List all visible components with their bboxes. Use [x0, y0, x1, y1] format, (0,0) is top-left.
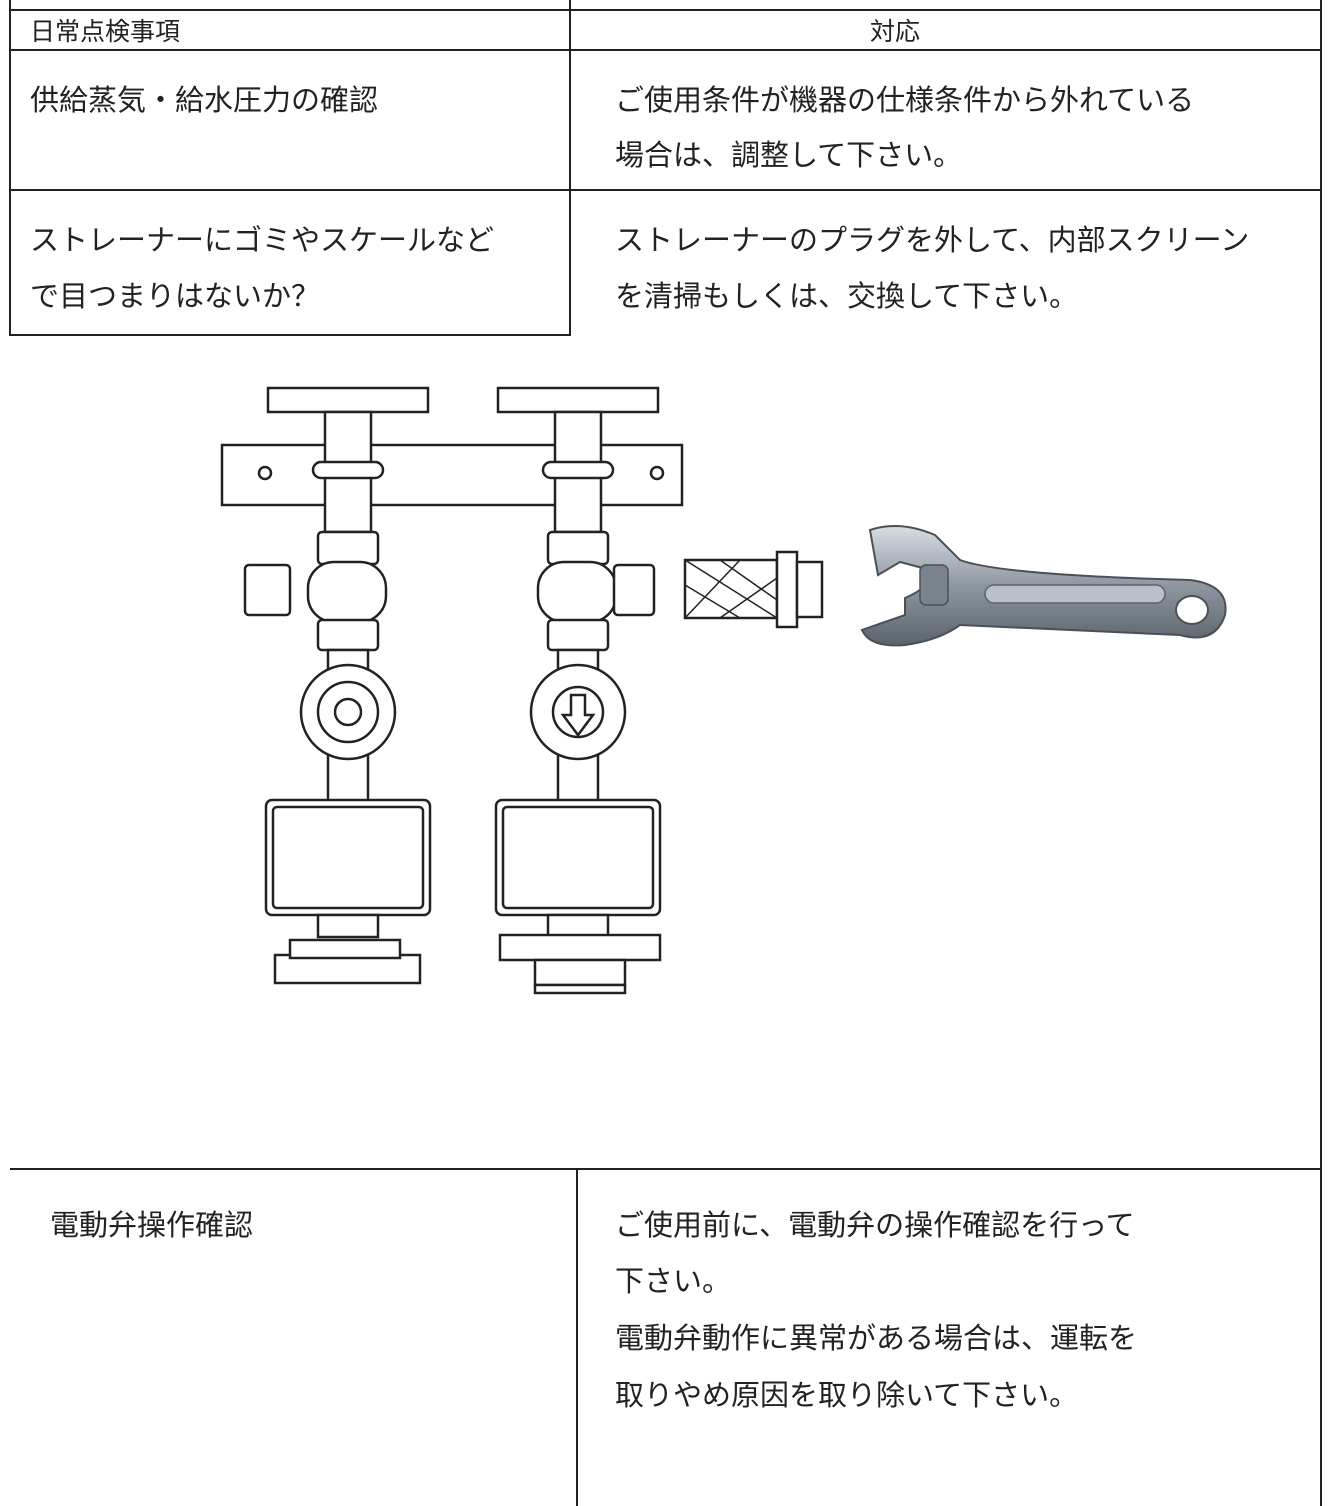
drawing-shape — [533, 958, 627, 987]
drawing-shape — [257, 465, 273, 481]
item-text: 供給蒸気・給水圧力の確認 — [30, 83, 379, 117]
action-text: 取りやめ原因を取り除いて下さい。 — [615, 1378, 1079, 1412]
action-text: 下さい。 — [615, 1264, 732, 1298]
strainer-screen — [683, 550, 824, 629]
rule — [10, 1168, 1322, 1170]
drawing-shape — [533, 983, 627, 995]
drawing-shape — [984, 584, 1166, 604]
header-cell: 対応 — [870, 17, 921, 46]
action-text: を清掃もしくは、交換して下さい。 — [615, 279, 1079, 313]
rule — [10, 334, 570, 336]
item-text: 電動弁操作確認 — [50, 1208, 254, 1242]
valve-parts — [243, 563, 662, 995]
item-text: ストレーナーにゴミやスケールなど — [30, 223, 495, 257]
drawing-shape — [612, 563, 656, 617]
drawing-shape — [775, 550, 799, 629]
rule — [576, 1170, 578, 1506]
drawing-shape — [243, 563, 292, 617]
action-text: 場合は、調整して下さい。 — [615, 138, 963, 172]
wrench — [860, 525, 1227, 647]
drawing-shape — [649, 465, 665, 481]
bracket — [220, 443, 684, 507]
action-text: ストレーナーのプラグを外して、内部スクリーン — [615, 223, 1250, 257]
drawing-shape — [795, 560, 824, 619]
rule — [10, 189, 1322, 191]
action-text: ご使用前に、電動弁の操作確認を行って — [615, 1208, 1135, 1242]
rule — [1320, 0, 1322, 1506]
drawing-shape — [919, 564, 949, 606]
drawing-shape — [273, 953, 422, 985]
drawing-shape — [560, 693, 596, 738]
drawing-shape — [333, 697, 363, 727]
rule — [10, 9, 1322, 11]
item-text: で目つまりはないか？ — [30, 279, 321, 313]
rule — [9, 0, 11, 336]
rule — [569, 0, 571, 336]
drawing-shape — [220, 443, 684, 507]
drawing-shape — [1175, 595, 1209, 625]
action-text: ご使用条件が機器の仕様条件から外れている — [615, 83, 1195, 117]
action-text: 電動弁動作に異常がある場合は、運転を — [615, 1321, 1138, 1355]
rule — [10, 49, 1322, 51]
drawing-shape — [684, 559, 778, 619]
drawing-shape — [288, 938, 402, 960]
drawing-shape — [498, 933, 662, 962]
header-cell: 日常点検事項 — [30, 17, 181, 46]
